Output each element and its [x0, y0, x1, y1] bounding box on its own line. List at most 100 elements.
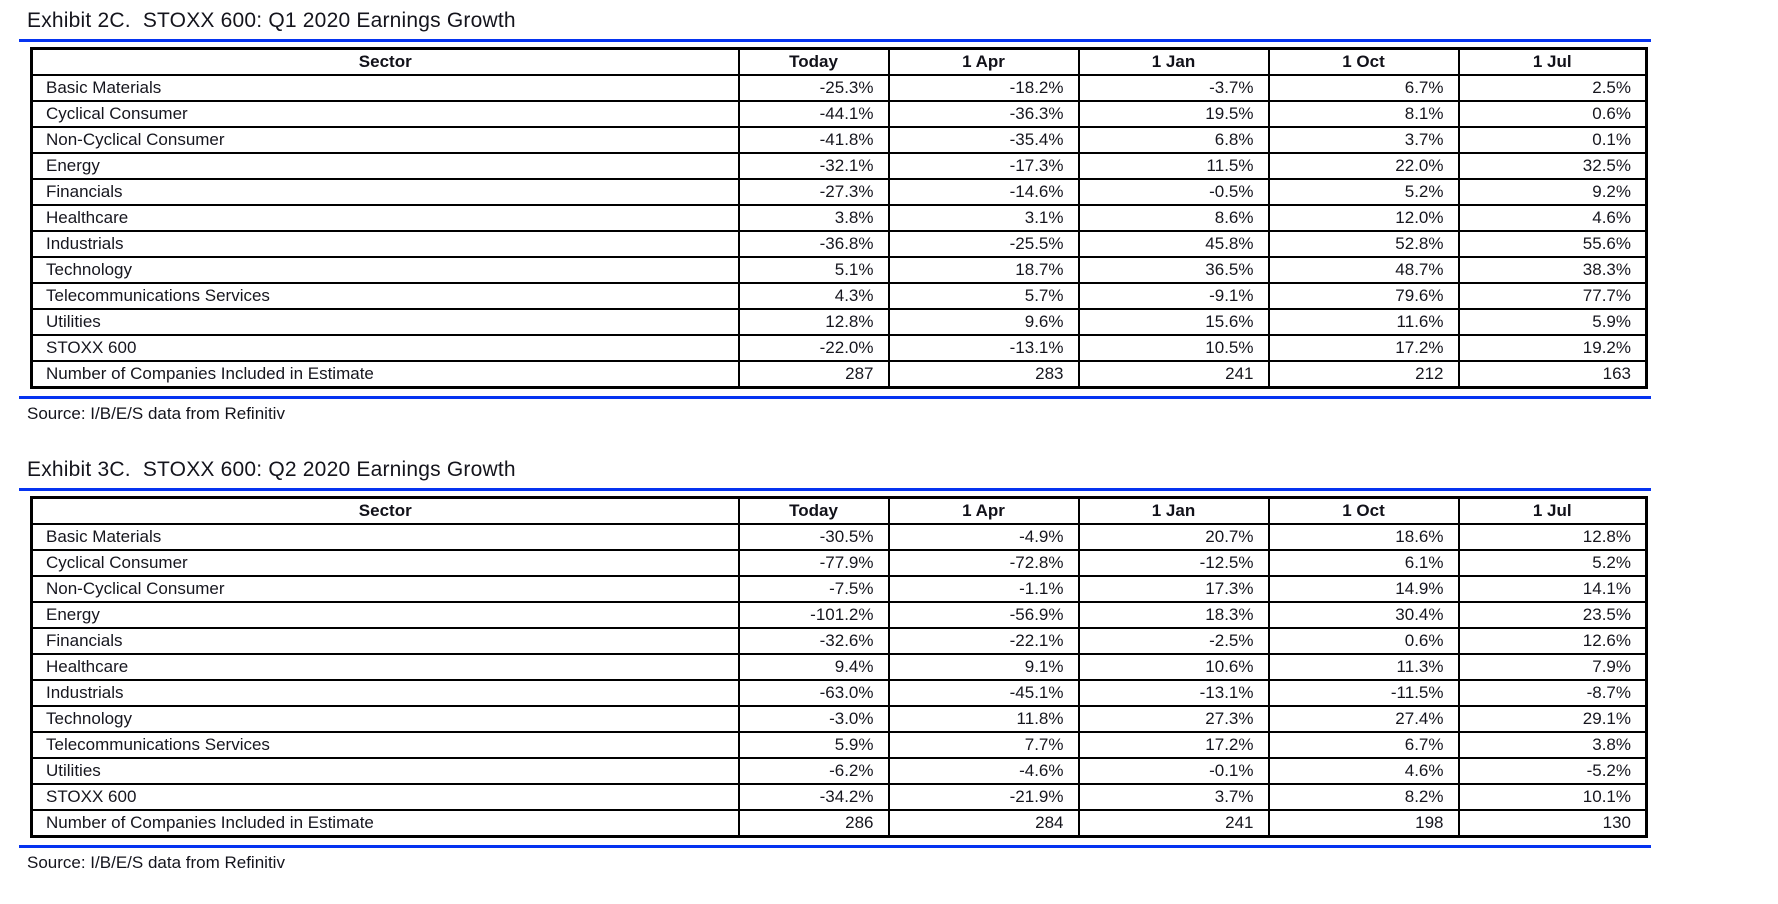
- value-cell: 48.7%: [1267, 256, 1460, 284]
- value-cell: -4.6%: [887, 757, 1080, 785]
- table-row: Number of Companies Included in Estimate…: [30, 360, 1648, 389]
- table-row: Basic Materials -30.5% -4.9% 20.7% 18.6% 12.8…: [30, 523, 1648, 551]
- value-cell: -18.2%: [887, 74, 1080, 102]
- value-cell: -22.1%: [887, 627, 1080, 655]
- sector-cell: Industrials: [30, 230, 740, 258]
- value-cell: 17.2%: [1077, 731, 1270, 759]
- value-cell: 8.6%: [1077, 204, 1270, 232]
- value-cell: 5.9%: [737, 731, 890, 759]
- value-cell: 5.9%: [1457, 308, 1648, 336]
- value-cell: 2.5%: [1457, 74, 1648, 102]
- value-cell: 18.6%: [1267, 523, 1460, 551]
- value-cell: 10.6%: [1077, 653, 1270, 681]
- value-cell: 32.5%: [1457, 152, 1648, 180]
- value-cell: 0.6%: [1457, 100, 1648, 128]
- value-cell: 283: [887, 360, 1080, 389]
- value-cell: -25.5%: [887, 230, 1080, 258]
- table-row: Financials -27.3% -14.6% -0.5% 5.2% 9.2%: [30, 178, 1648, 206]
- sector-cell: Cyclical Consumer: [30, 549, 740, 577]
- table-body: Basic Materials -30.5% -4.9% 20.7% 18.6% 12.8…: [30, 523, 1648, 838]
- value-cell: 3.8%: [737, 204, 890, 232]
- value-cell: 212: [1267, 360, 1460, 389]
- column-header-1oct: 1 Oct: [1267, 47, 1460, 76]
- value-cell: 79.6%: [1267, 282, 1460, 310]
- value-cell: 3.7%: [1077, 783, 1270, 811]
- value-cell: 15.6%: [1077, 308, 1270, 336]
- column-header-1jul: 1 Jul: [1457, 496, 1648, 525]
- sector-cell: Number of Companies Included in Estimate: [30, 360, 740, 389]
- value-cell: 4.6%: [1267, 757, 1460, 785]
- value-cell: -2.5%: [1077, 627, 1270, 655]
- value-cell: 14.9%: [1267, 575, 1460, 603]
- value-cell: 284: [887, 809, 1080, 838]
- value-cell: -22.0%: [737, 334, 890, 362]
- value-cell: -45.1%: [887, 679, 1080, 707]
- table-row: STOXX 600 -22.0% -13.1% 10.5% 17.2% 19.2%: [30, 334, 1648, 362]
- value-cell: -1.1%: [887, 575, 1080, 603]
- value-cell: -7.5%: [737, 575, 890, 603]
- value-cell: 11.6%: [1267, 308, 1460, 336]
- value-cell: 14.1%: [1457, 575, 1648, 603]
- value-cell: 12.6%: [1457, 627, 1648, 655]
- sector-cell: Basic Materials: [30, 523, 740, 551]
- sector-cell: Healthcare: [30, 653, 740, 681]
- value-cell: 9.4%: [737, 653, 890, 681]
- value-cell: -14.6%: [887, 178, 1080, 206]
- value-cell: 6.7%: [1267, 74, 1460, 102]
- table-row: Telecommunications Services 5.9% 7.7% 17.2%…: [30, 731, 1648, 759]
- table-row: STOXX 600 -34.2% -21.9% 3.7% 8.2% 10.1%: [30, 783, 1648, 811]
- value-cell: -3.0%: [737, 705, 890, 733]
- value-cell: -25.3%: [737, 74, 890, 102]
- table-row: Industrials -36.8% -25.5% 45.8% 52.8% 55.6%: [30, 230, 1648, 258]
- value-cell: 5.1%: [737, 256, 890, 284]
- value-cell: -30.5%: [737, 523, 890, 551]
- value-cell: 17.3%: [1077, 575, 1270, 603]
- table-row: Technology -3.0% 11.8% 27.3% 27.4% 29.1%: [30, 705, 1648, 733]
- value-cell: 19.2%: [1457, 334, 1648, 362]
- exhibit-q2-2020: Exhibit 3C. STOXX 600: Q2 2020 Earnings …: [0, 424, 1778, 873]
- column-header-1jul: 1 Jul: [1457, 47, 1648, 76]
- value-cell: 6.7%: [1267, 731, 1460, 759]
- value-cell: 9.6%: [887, 308, 1080, 336]
- value-cell: 20.7%: [1077, 523, 1270, 551]
- value-cell: 22.0%: [1267, 152, 1460, 180]
- value-cell: -17.3%: [887, 152, 1080, 180]
- sector-cell: Healthcare: [30, 204, 740, 232]
- value-cell: 9.2%: [1457, 178, 1648, 206]
- value-cell: 23.5%: [1457, 601, 1648, 629]
- value-cell: 7.7%: [887, 731, 1080, 759]
- title-rule: [19, 39, 1651, 42]
- value-cell: 52.8%: [1267, 230, 1460, 258]
- column-header-today: Today: [737, 496, 890, 525]
- table-row: Technology 5.1% 18.7% 36.5% 48.7% 38.3%: [30, 256, 1648, 284]
- value-cell: -27.3%: [737, 178, 890, 206]
- value-cell: 27.4%: [1267, 705, 1460, 733]
- value-cell: 5.7%: [887, 282, 1080, 310]
- sector-cell: Financials: [30, 178, 740, 206]
- value-cell: 3.7%: [1267, 126, 1460, 154]
- value-cell: -13.1%: [1077, 679, 1270, 707]
- sector-cell: Non-Cyclical Consumer: [30, 575, 740, 603]
- table-row: Basic Materials -25.3% -18.2% -3.7% 6.7% 2.5%: [30, 74, 1648, 102]
- value-cell: 10.1%: [1457, 783, 1648, 811]
- value-cell: -32.1%: [737, 152, 890, 180]
- value-cell: 5.2%: [1457, 549, 1648, 577]
- value-cell: 8.1%: [1267, 100, 1460, 128]
- table-row: Cyclical Consumer -77.9% -72.8% -12.5% 6.1% 5…: [30, 549, 1648, 577]
- table-row: Utilities -6.2% -4.6% -0.1% 4.6% -5.2%: [30, 757, 1648, 785]
- value-cell: 3.1%: [887, 204, 1080, 232]
- value-cell: 0.1%: [1457, 126, 1648, 154]
- sector-cell: Number of Companies Included in Estimate: [30, 809, 740, 838]
- value-cell: -36.8%: [737, 230, 890, 258]
- value-cell: -9.1%: [1077, 282, 1270, 310]
- value-cell: 19.5%: [1077, 100, 1270, 128]
- sector-cell: Utilities: [30, 757, 740, 785]
- value-cell: -6.2%: [737, 757, 890, 785]
- sector-cell: Technology: [30, 705, 740, 733]
- value-cell: -11.5%: [1267, 679, 1460, 707]
- value-cell: -56.9%: [887, 601, 1080, 629]
- value-cell: 163: [1457, 360, 1648, 389]
- column-header-sector: Sector: [30, 496, 740, 525]
- table-row: Industrials -63.0% -45.1% -13.1% -11.5% -8.7%: [30, 679, 1648, 707]
- value-cell: -63.0%: [737, 679, 890, 707]
